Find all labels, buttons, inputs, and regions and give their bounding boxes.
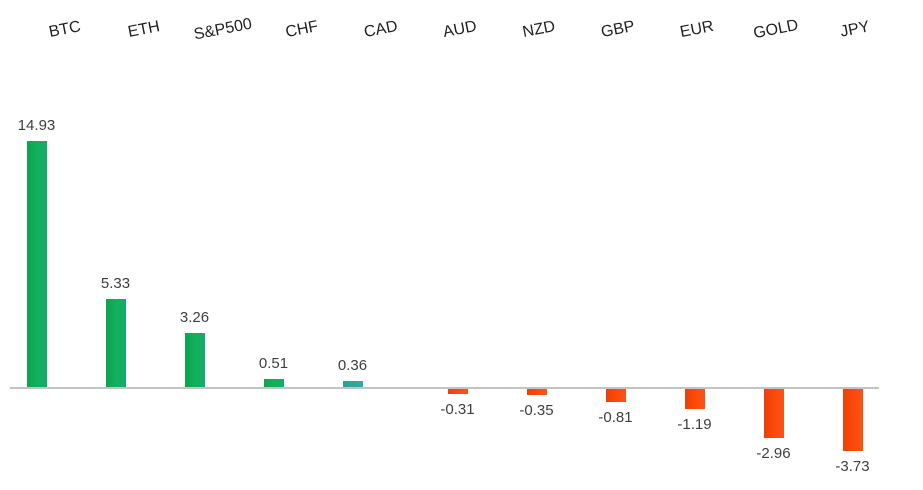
- bar-gbp: [605, 389, 626, 402]
- value-label-eur: -1.19: [677, 416, 712, 433]
- bar-cad: [342, 381, 363, 387]
- value-label-cad: 0.36: [337, 357, 368, 374]
- bar-jpy: [842, 389, 863, 451]
- value-label-nzd: -0.35: [519, 402, 554, 419]
- value-label-aud: -0.31: [440, 401, 475, 418]
- bar-gold: [763, 389, 784, 438]
- value-label-sp500: 3.26: [179, 309, 210, 326]
- value-label-eth: 5.33: [100, 275, 131, 292]
- bar-nzd: [526, 389, 547, 395]
- value-label-jpy: -3.73: [835, 458, 870, 475]
- bar-sp500: [184, 333, 205, 387]
- value-label-btc: 14.93: [17, 117, 56, 134]
- bar-aud: [447, 389, 468, 394]
- value-label-gbp: -0.81: [598, 409, 633, 426]
- bar-chf: [263, 379, 284, 387]
- x-axis-line: [10, 387, 879, 389]
- bar-btc: [26, 141, 47, 387]
- bar-eth: [105, 299, 126, 387]
- value-label-gold: -2.96: [756, 445, 791, 462]
- value-label-chf: 0.51: [258, 355, 289, 372]
- bar-eur: [684, 389, 705, 409]
